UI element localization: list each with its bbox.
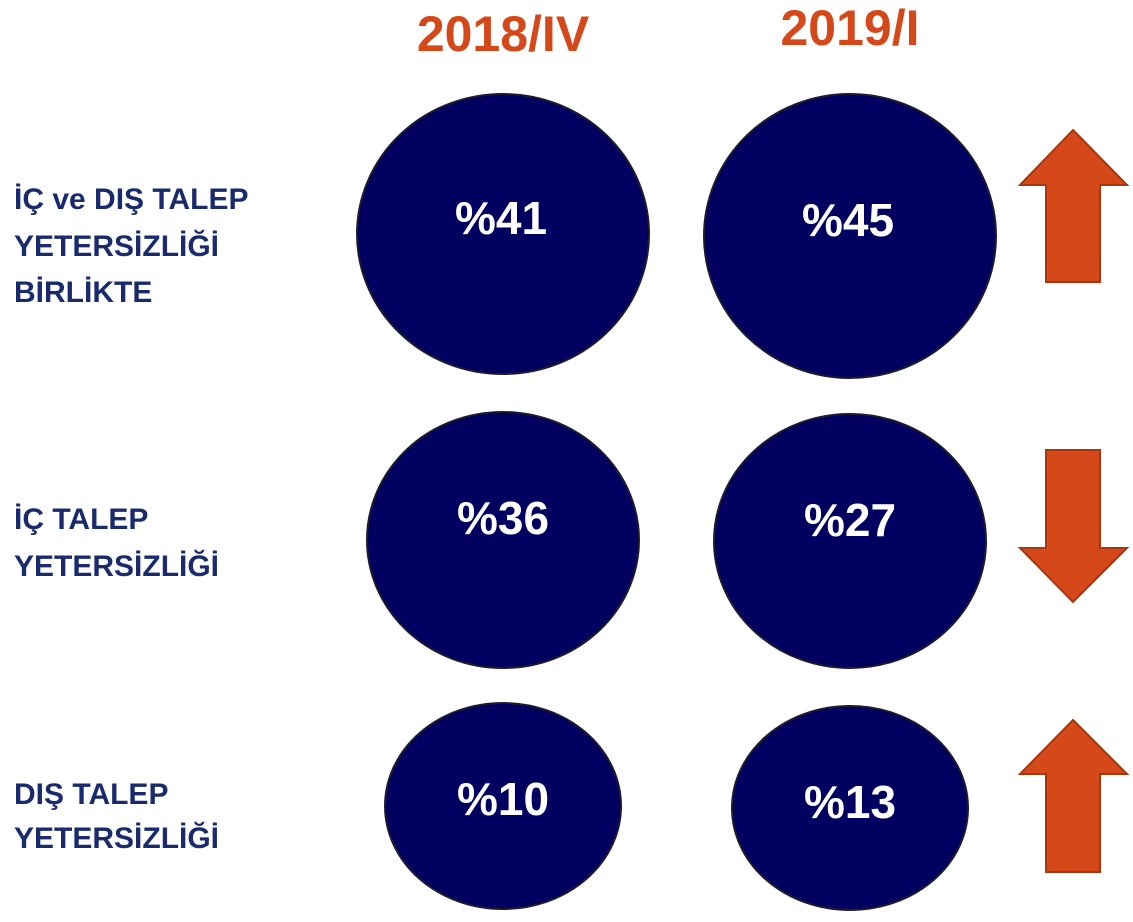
column-header: 2018/IV xyxy=(417,6,590,62)
circle xyxy=(713,413,987,669)
row-label: YETERSİZLİĞİ xyxy=(14,821,219,855)
circle xyxy=(366,411,640,669)
row-label: YETERSİZLİĞİ xyxy=(14,549,219,583)
up-arrow xyxy=(1017,128,1130,283)
value: %41 xyxy=(455,192,547,244)
value: %27 xyxy=(804,494,896,546)
value: %45 xyxy=(802,194,894,246)
up-arrow xyxy=(1017,718,1130,873)
row-label: DIŞ TALEP xyxy=(14,778,168,811)
column-header: 2019/I xyxy=(780,0,919,56)
value: %13 xyxy=(804,776,896,828)
row-label: YETERSİZLİĞİ xyxy=(14,229,219,263)
row-label: BİRLİKTE xyxy=(14,276,152,309)
circle xyxy=(703,93,997,379)
circle xyxy=(731,705,969,911)
value: %10 xyxy=(457,773,549,825)
row-label: İÇ ve DIŞ TALEP xyxy=(14,183,249,216)
circle xyxy=(384,702,622,910)
circle xyxy=(356,93,650,375)
value: %36 xyxy=(457,492,549,544)
row-label: İÇ TALEP xyxy=(14,503,148,536)
down-arrow xyxy=(1017,449,1130,604)
